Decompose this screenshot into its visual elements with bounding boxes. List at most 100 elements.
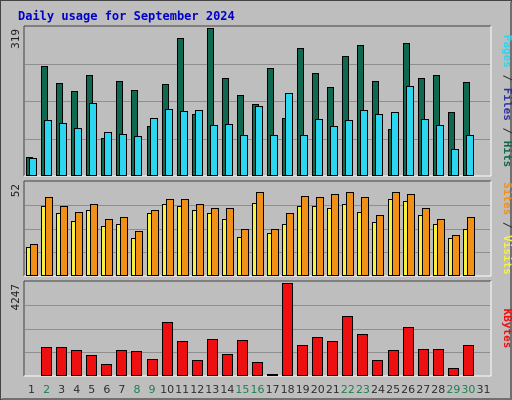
x-tick-label: 17 xyxy=(266,383,280,396)
kbytes-bar xyxy=(222,354,233,376)
x-tick-label: 18 xyxy=(281,383,295,396)
x-tick-label: 11 xyxy=(175,383,189,396)
x-tick-label: 14 xyxy=(220,383,234,396)
kbytes-bar xyxy=(116,350,127,376)
kbytes-bar xyxy=(388,350,399,376)
y-max-tick-label: 52 xyxy=(9,184,22,197)
x-tick-label: 27 xyxy=(416,383,430,396)
x-tick-label: 30 xyxy=(461,383,475,396)
x-tick-label: 2 xyxy=(43,383,50,396)
files-bar xyxy=(89,103,97,176)
frame-shadow-bottom xyxy=(2,398,512,400)
x-tick-label: 25 xyxy=(386,383,400,396)
sites-bar xyxy=(361,197,369,276)
files-bar xyxy=(406,86,414,176)
kbytes-bar xyxy=(327,341,338,376)
files-bar xyxy=(74,128,82,176)
right-series-label-part: Pages xyxy=(501,35,512,68)
kbytes-bar xyxy=(41,347,52,376)
files-bar xyxy=(29,158,37,176)
kbytes-bar xyxy=(101,364,112,376)
x-tick-label: 22 xyxy=(341,383,355,396)
kbytes-bar xyxy=(267,374,278,376)
files-bar xyxy=(391,112,399,176)
sites-bar xyxy=(166,199,174,276)
kbytes-bar xyxy=(357,334,368,376)
files-bar xyxy=(44,120,52,176)
x-tick-label: 26 xyxy=(401,383,415,396)
kbytes-bar xyxy=(433,349,444,376)
kbytes-bar xyxy=(252,362,263,376)
x-tick-label: 6 xyxy=(103,383,110,396)
x-tick-label: 15 xyxy=(235,383,249,396)
kbytes-bar xyxy=(177,341,188,376)
kbytes-bar xyxy=(372,360,383,376)
kbytes-bar xyxy=(418,349,429,376)
files-bar xyxy=(150,118,158,176)
kbytes-bar xyxy=(463,345,474,376)
x-tick-label: 23 xyxy=(356,383,370,396)
files-bar xyxy=(165,109,173,176)
right-series-label-part: Hits xyxy=(501,141,512,168)
sites-bar xyxy=(151,210,159,276)
sites-bar xyxy=(226,208,234,276)
x-tick-label: 21 xyxy=(326,383,340,396)
files-bar xyxy=(59,123,67,176)
sites-bar xyxy=(392,192,400,276)
files-bar xyxy=(134,136,142,176)
files-bar xyxy=(285,93,293,176)
files-bar xyxy=(225,124,233,176)
x-tick-label: 4 xyxy=(73,383,80,396)
right-series-label: Sites / Visits xyxy=(501,182,512,275)
x-tick-label: 8 xyxy=(133,383,140,396)
x-tick-label: 7 xyxy=(118,383,125,396)
sites-bar xyxy=(256,192,264,276)
files-bar xyxy=(466,135,474,176)
files-bar xyxy=(180,111,188,176)
x-tick-label: 16 xyxy=(251,383,265,396)
sites-bar xyxy=(467,217,475,276)
files-bar xyxy=(195,110,203,176)
chart-title: Daily usage for September 2024 xyxy=(18,9,235,23)
sites-bar xyxy=(452,235,460,276)
kbytes-bar xyxy=(86,355,97,376)
x-tick-label: 13 xyxy=(205,383,219,396)
kbytes-bar xyxy=(147,359,158,376)
sites-bar xyxy=(60,206,68,276)
files-bar xyxy=(270,135,278,176)
files-bar xyxy=(451,149,459,176)
sites-bar xyxy=(30,244,38,276)
sites-bar xyxy=(286,213,294,276)
kbytes-bar xyxy=(312,337,323,376)
x-tick-label: 31 xyxy=(476,383,490,396)
right-series-label-part: KBytes xyxy=(501,309,512,349)
sites-bar xyxy=(135,231,143,276)
kbytes-bar xyxy=(237,340,248,376)
frame-shadow-right xyxy=(510,2,512,400)
sites-bar xyxy=(45,197,53,276)
right-series-label-part: / xyxy=(501,215,512,235)
x-tick-label: 28 xyxy=(431,383,445,396)
x-tick-label: 20 xyxy=(311,383,325,396)
files-bar xyxy=(119,134,127,176)
sites-bar xyxy=(196,204,204,276)
kbytes-bar xyxy=(282,283,293,376)
kbytes-bar xyxy=(162,322,173,376)
files-bar xyxy=(300,135,308,176)
files-bar xyxy=(315,119,323,176)
kbytes-bar xyxy=(71,350,82,376)
kbytes-bar xyxy=(297,345,308,376)
right-series-label: Pages / Files / Hits xyxy=(501,35,512,168)
sites-bar xyxy=(437,219,445,276)
sites-bar xyxy=(271,229,279,276)
x-tick-label: 10 xyxy=(160,383,174,396)
files-bar xyxy=(421,119,429,176)
right-series-label-part: / xyxy=(501,121,512,141)
files-bar xyxy=(104,132,112,176)
sites-bar xyxy=(211,208,219,276)
x-tick-label: 29 xyxy=(446,383,460,396)
sites-bar xyxy=(331,194,339,276)
kbytes-bar xyxy=(131,351,142,376)
right-series-label-part: / xyxy=(501,68,512,88)
kbytes-bar xyxy=(342,316,353,376)
